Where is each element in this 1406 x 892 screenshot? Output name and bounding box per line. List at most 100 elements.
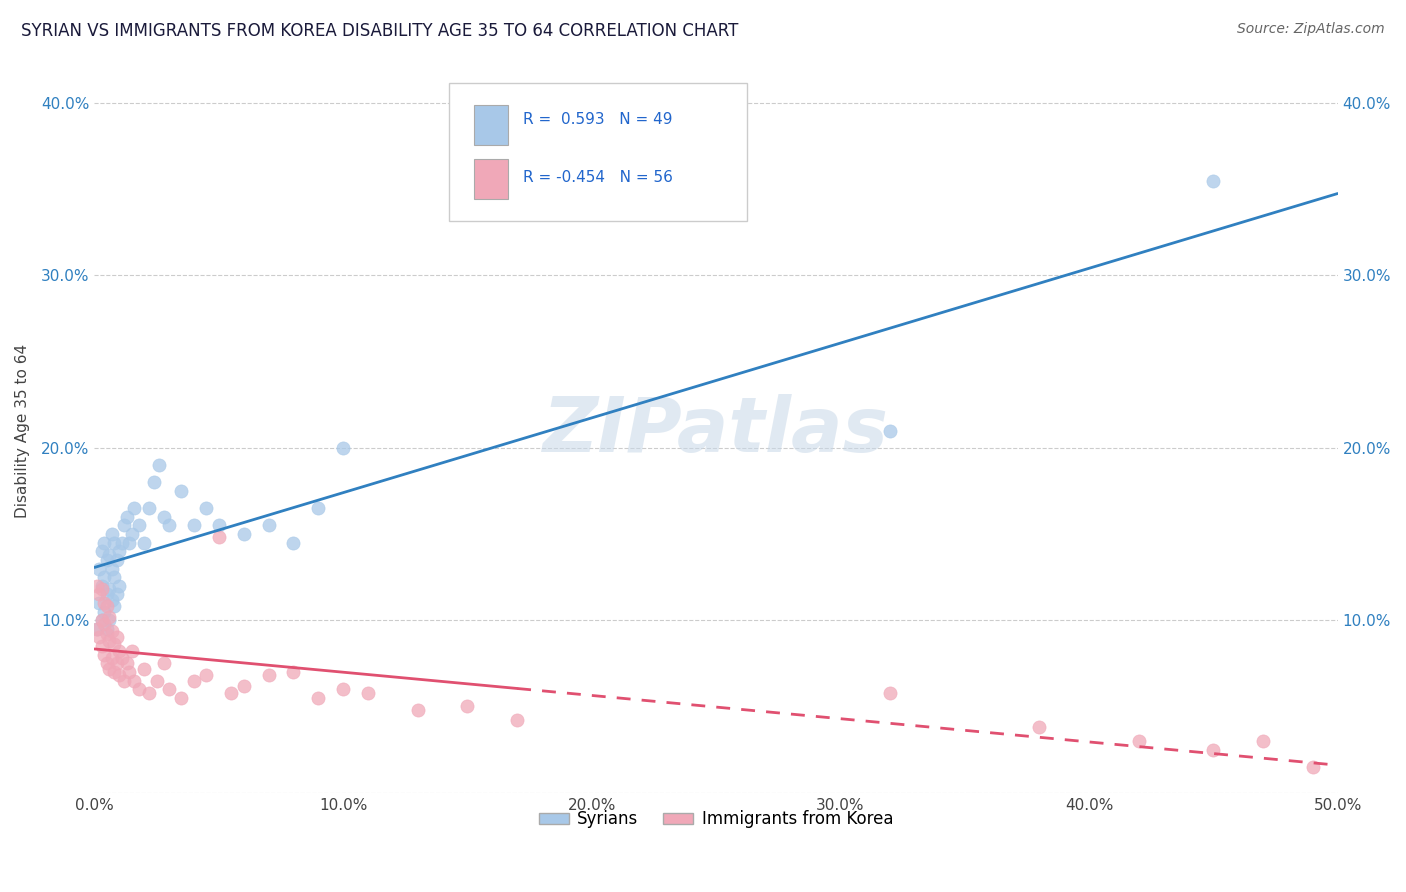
Point <box>112 673 135 688</box>
Point <box>89 561 111 575</box>
Point <box>332 682 354 697</box>
Point <box>138 501 160 516</box>
Point <box>1202 742 1225 756</box>
Point <box>98 609 121 624</box>
Point <box>157 518 180 533</box>
Point <box>183 673 205 688</box>
Point <box>283 665 305 679</box>
Point <box>105 657 128 671</box>
Point <box>86 579 108 593</box>
Point <box>101 651 124 665</box>
Point <box>90 582 112 597</box>
Point <box>90 613 112 627</box>
Point <box>128 682 150 697</box>
Point <box>307 690 329 705</box>
Point <box>145 673 167 688</box>
Point <box>90 579 112 593</box>
Point <box>93 570 115 584</box>
Point <box>103 570 125 584</box>
Point <box>111 535 134 549</box>
Point <box>103 535 125 549</box>
Point <box>89 596 111 610</box>
Point <box>96 627 118 641</box>
Point <box>122 673 145 688</box>
Point <box>103 665 125 679</box>
Point <box>148 458 170 472</box>
Legend: Syrians, Immigrants from Korea: Syrians, Immigrants from Korea <box>533 804 900 835</box>
Point <box>208 518 231 533</box>
Point <box>153 657 176 671</box>
Point <box>134 661 156 675</box>
Point <box>115 657 138 671</box>
Point <box>90 544 112 558</box>
Point <box>1302 760 1324 774</box>
Point <box>118 535 141 549</box>
Point <box>111 651 134 665</box>
Point <box>108 644 131 658</box>
Point <box>90 639 112 653</box>
Point <box>101 527 124 541</box>
Point <box>1202 173 1225 187</box>
Point <box>506 713 529 727</box>
Point <box>105 631 128 645</box>
Point <box>98 582 121 597</box>
Point <box>134 535 156 549</box>
Point <box>332 441 354 455</box>
Text: ZIPatlas: ZIPatlas <box>543 393 889 467</box>
Point <box>93 596 115 610</box>
Point <box>257 518 280 533</box>
Point <box>96 657 118 671</box>
Point <box>86 622 108 636</box>
Y-axis label: Disability Age 35 to 64: Disability Age 35 to 64 <box>15 343 30 517</box>
Point <box>93 605 115 619</box>
Point <box>93 535 115 549</box>
Point <box>89 631 111 645</box>
Point <box>1251 734 1274 748</box>
Point <box>153 509 176 524</box>
Text: Source: ZipAtlas.com: Source: ZipAtlas.com <box>1237 22 1385 37</box>
Point <box>96 599 118 614</box>
Point <box>101 561 124 575</box>
Point <box>232 527 254 541</box>
Point <box>86 622 108 636</box>
Point <box>108 544 131 558</box>
Point <box>879 424 901 438</box>
Point <box>98 613 121 627</box>
Point <box>103 599 125 614</box>
Point <box>101 624 124 638</box>
Point <box>98 661 121 675</box>
Point <box>183 518 205 533</box>
Point <box>157 682 180 697</box>
Point <box>96 622 118 636</box>
FancyBboxPatch shape <box>449 83 747 220</box>
Point <box>128 518 150 533</box>
Point <box>108 579 131 593</box>
Point <box>456 699 478 714</box>
Point <box>170 483 193 498</box>
Point <box>406 703 429 717</box>
Point <box>112 518 135 533</box>
Text: R =  0.593   N = 49: R = 0.593 N = 49 <box>523 112 673 127</box>
Point <box>307 501 329 516</box>
Point <box>232 679 254 693</box>
Point <box>96 553 118 567</box>
Point <box>105 587 128 601</box>
Text: SYRIAN VS IMMIGRANTS FROM KOREA DISABILITY AGE 35 TO 64 CORRELATION CHART: SYRIAN VS IMMIGRANTS FROM KOREA DISABILI… <box>21 22 738 40</box>
Point <box>121 527 143 541</box>
Point <box>101 592 124 607</box>
Point <box>219 686 242 700</box>
Point <box>195 668 218 682</box>
Point <box>98 634 121 648</box>
Point <box>170 690 193 705</box>
Point <box>103 637 125 651</box>
Point <box>879 686 901 700</box>
Text: R = -0.454   N = 56: R = -0.454 N = 56 <box>523 169 673 185</box>
Point <box>138 686 160 700</box>
Point <box>122 501 145 516</box>
Point <box>1028 720 1050 734</box>
Point <box>1128 734 1150 748</box>
Point <box>118 665 141 679</box>
Point <box>283 535 305 549</box>
Point <box>105 553 128 567</box>
FancyBboxPatch shape <box>474 104 509 145</box>
